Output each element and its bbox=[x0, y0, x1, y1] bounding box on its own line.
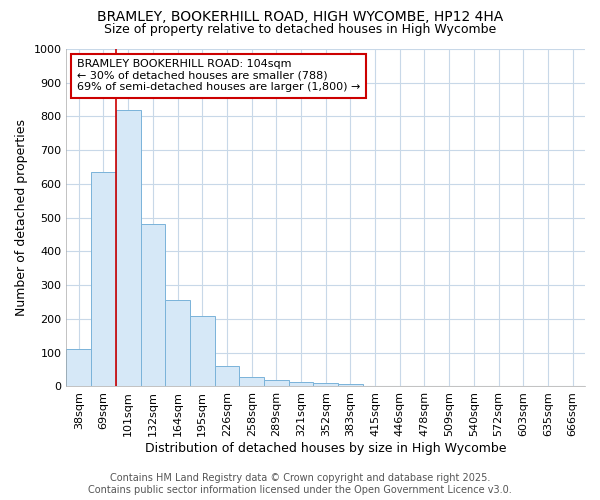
Bar bbox=[239, 377, 264, 386]
Bar bbox=[140, 224, 165, 386]
Text: BRAMLEY, BOOKERHILL ROAD, HIGH WYCOMBE, HP12 4HA: BRAMLEY, BOOKERHILL ROAD, HIGH WYCOMBE, … bbox=[97, 10, 503, 24]
Bar bbox=[215, 366, 239, 386]
Bar bbox=[165, 300, 190, 386]
Bar bbox=[313, 383, 338, 386]
X-axis label: Distribution of detached houses by size in High Wycombe: Distribution of detached houses by size … bbox=[145, 442, 506, 455]
Bar bbox=[289, 382, 313, 386]
Bar bbox=[190, 316, 215, 386]
Text: Size of property relative to detached houses in High Wycombe: Size of property relative to detached ho… bbox=[104, 22, 496, 36]
Y-axis label: Number of detached properties: Number of detached properties bbox=[15, 119, 28, 316]
Bar bbox=[67, 350, 91, 387]
Text: BRAMLEY BOOKERHILL ROAD: 104sqm
← 30% of detached houses are smaller (788)
69% o: BRAMLEY BOOKERHILL ROAD: 104sqm ← 30% of… bbox=[77, 59, 360, 92]
Text: Contains HM Land Registry data © Crown copyright and database right 2025.
Contai: Contains HM Land Registry data © Crown c… bbox=[88, 474, 512, 495]
Bar bbox=[91, 172, 116, 386]
Bar bbox=[116, 110, 140, 386]
Bar bbox=[338, 384, 363, 386]
Bar bbox=[264, 380, 289, 386]
